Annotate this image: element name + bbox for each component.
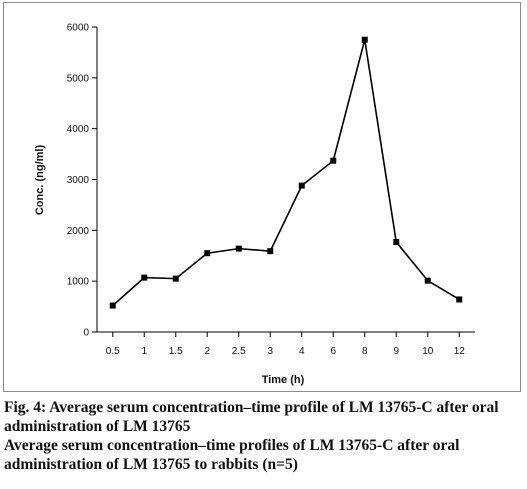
caption-line-1: Fig. 4: Average serum concentration–time…	[4, 398, 526, 436]
data-point	[456, 296, 463, 303]
data-point	[330, 157, 337, 164]
x-tick-label: 4	[299, 346, 305, 357]
x-tick-label: 6	[330, 346, 336, 357]
data-point	[204, 250, 211, 257]
line-chart: 0 1000 2000 3000 4000 5000 6000 0.5 1 1.5 2 2.5 3 4 6 8…	[34, 23, 475, 386]
series-line	[112, 39, 460, 307]
y-tick-label: 1000	[67, 277, 90, 288]
caption-line-2: Average serum concentration–time profile…	[4, 437, 460, 473]
y-tick-label: 5000	[67, 73, 90, 84]
y-tick-label: 0	[83, 328, 89, 339]
figure-frame	[3, 2, 521, 392]
chart-ticks: 0 1000 2000 3000 4000 5000 6000 0.5 1 1.5 2 2.5 3 4 6 8…	[67, 23, 465, 358]
y-tick-label: 3000	[67, 175, 90, 186]
caption-text-1: Average serum concentration–time profile…	[4, 399, 499, 435]
y-axis-title: Conc. (ng/ml)	[34, 145, 46, 216]
data-point	[267, 248, 274, 255]
data-point	[235, 245, 242, 252]
chart-axes	[96, 27, 475, 333]
x-tick-label: 2.5	[232, 346, 246, 357]
y-tick-label: 6000	[67, 23, 90, 34]
data-point	[172, 275, 179, 282]
x-tick-label: 10	[422, 346, 434, 357]
data-point	[109, 302, 116, 309]
data-point	[424, 277, 431, 284]
figure-caption: Fig. 4: Average serum concentration–time…	[4, 398, 526, 474]
data-point	[141, 274, 148, 281]
y-tick-label: 4000	[67, 124, 90, 135]
data-point	[298, 182, 305, 189]
x-tick-label: 2	[204, 346, 210, 357]
x-tick-label: 1.5	[169, 346, 183, 357]
x-axis-title: Time (h)	[262, 374, 305, 386]
data-point	[361, 36, 368, 43]
x-tick-label: 12	[454, 346, 466, 357]
x-tick-label: 8	[362, 346, 368, 357]
x-tick-label: 1	[141, 346, 147, 357]
x-tick-label: 0.5	[106, 346, 120, 357]
figure-label: Fig. 4:	[4, 399, 47, 416]
x-tick-label: 3	[267, 346, 273, 357]
chart-series	[109, 36, 463, 309]
y-tick-label: 2000	[67, 226, 90, 237]
data-point	[393, 239, 400, 246]
x-tick-label: 9	[393, 346, 399, 357]
